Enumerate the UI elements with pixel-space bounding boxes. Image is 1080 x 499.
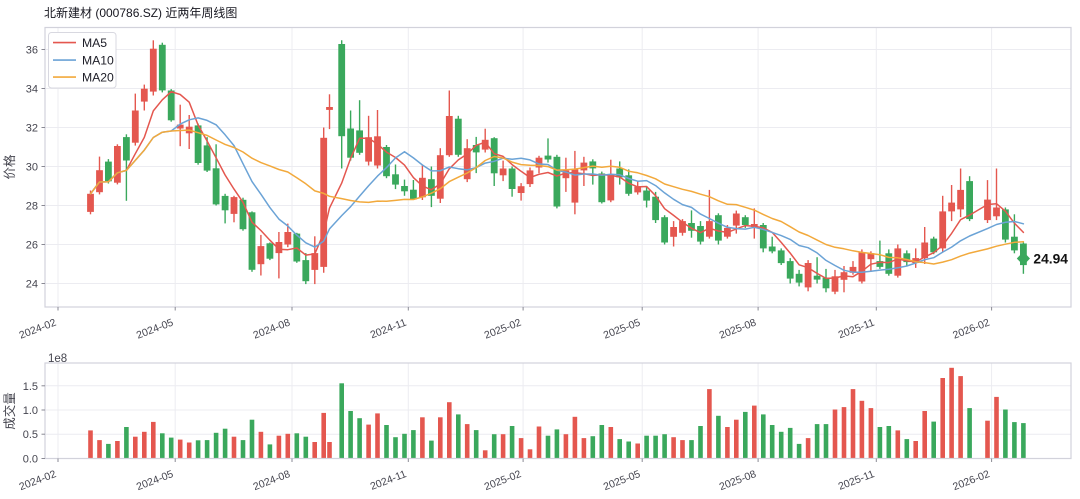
svg-text:24: 24 (26, 279, 38, 291)
svg-text:34: 34 (26, 84, 38, 96)
svg-text:MA5: MA5 (82, 36, 107, 50)
svg-text:MA20: MA20 (82, 70, 114, 84)
svg-text:成交量: 成交量 (2, 392, 17, 430)
svg-text:价格: 价格 (2, 154, 17, 180)
svg-text:0.0: 0.0 (23, 454, 38, 466)
svg-text:北新建材 (000786.SZ) 近两年周线图: 北新建材 (000786.SZ) 近两年周线图 (44, 5, 237, 20)
svg-text:26: 26 (26, 240, 38, 252)
svg-text:32: 32 (26, 123, 38, 135)
svg-text:1.0: 1.0 (23, 405, 38, 417)
svg-text:30: 30 (26, 162, 38, 174)
svg-text:MA10: MA10 (82, 53, 114, 67)
svg-text:1e8: 1e8 (48, 353, 67, 365)
svg-text:28: 28 (26, 201, 38, 213)
svg-text:0.5: 0.5 (23, 429, 38, 441)
svg-text:24.94: 24.94 (1033, 252, 1068, 267)
svg-text:36: 36 (26, 45, 38, 57)
svg-text:1.5: 1.5 (23, 381, 38, 393)
